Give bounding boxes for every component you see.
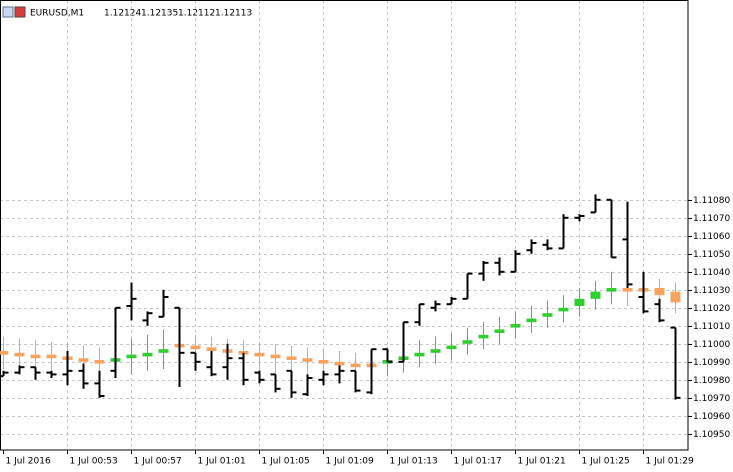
header-value: 1.12113 [215,9,252,19]
candle-body [302,358,313,362]
candle-body [286,356,297,360]
candle-body [254,352,265,357]
candle-body [478,334,489,339]
candle-body [462,340,473,344]
y-tick-label: 1.11060 [693,232,730,242]
candle-body [158,349,169,353]
candle-body [94,360,105,364]
x-tick-label: 1 Jul 2016 [6,457,51,467]
candle-body [30,354,41,359]
candle-body [318,360,329,364]
y-tick-label: 1.10980 [693,376,730,386]
y-tick-label: 1.11040 [693,268,730,278]
y-tick-label: 1.11000 [693,340,730,350]
y-tick-label: 1.11020 [693,304,730,314]
candle-body [430,349,441,353]
x-tick-label: 1 Jul 01:21 [518,457,566,467]
x-tick-label: 1 Jul 00:57 [134,457,182,467]
candle-body [606,288,617,292]
candle-body [14,352,25,357]
y-tick-label: 1.11070 [693,214,730,224]
candle-body [526,318,537,323]
x-tick-label: 1 Jul 01:05 [262,457,310,467]
candle-body [46,354,57,359]
y-tick-label: 1.11030 [693,286,730,296]
y-tick-label: 1.11050 [693,250,730,260]
candle-body [510,324,521,328]
x-tick-label: 1 Jul 01:17 [454,457,502,467]
x-tick-label: 1 Jul 01:25 [582,457,630,467]
x-tick-label: 1 Jul 01:01 [198,457,246,467]
symbol: EURUSD,M1 [30,9,84,19]
x-tick-label: 1 Jul 01:13 [390,457,438,467]
candle-body [350,363,361,368]
x-tick-label: 1 Jul 01:09 [326,457,375,467]
y-tick-label: 1.10990 [693,358,730,368]
candle-body [334,361,345,366]
y-tick-label: 1.10970 [693,394,730,404]
y-tick-label: 1.11010 [693,322,730,332]
icon [14,6,26,18]
candle-body [654,288,665,296]
y-tick-label: 1.11080 [693,196,730,206]
candle-body [574,298,585,306]
candle-body [126,354,137,359]
candle-body [78,358,89,362]
candle-body [558,307,569,312]
candle-body [446,345,457,350]
plot-frame [0,0,689,451]
candle-body [0,351,9,355]
candle-body [622,288,633,292]
header-value: 1.12124 [104,9,141,19]
icon [2,6,14,18]
y-tick-label: 1.10950 [693,430,730,440]
candle-body [142,352,153,357]
x-tick-label: 1 Jul 01:29 [646,457,695,467]
header-value: 1.12135 [141,9,178,19]
candle-body [190,345,201,350]
candle-body [414,352,425,357]
candle-body [494,329,505,333]
candle-body [270,354,281,359]
candle-body [206,347,217,351]
header-value: 1.12112 [178,9,215,19]
y-tick-label: 1.10960 [693,412,730,422]
candle-body [670,291,681,303]
candle-body [542,313,553,317]
candle-body [590,291,601,299]
x-tick-label: 1 Jul 00:53 [70,457,118,467]
